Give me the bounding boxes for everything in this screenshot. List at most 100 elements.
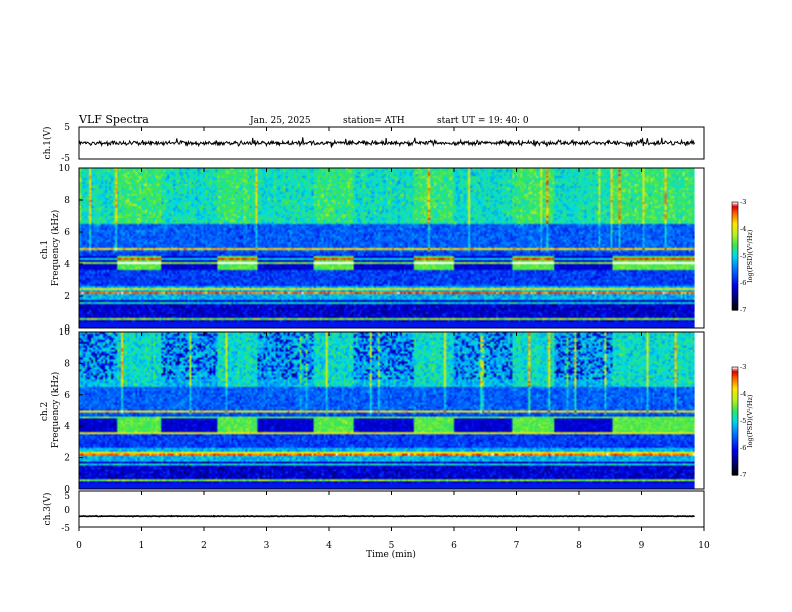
ch1-colorbar-swatch xyxy=(732,232,738,235)
ch1-spectrogram-panel: 0 2 4 6 8 10 ch.1 Frequency (kHz) xyxy=(40,164,705,334)
ch1-colorbar-swatch xyxy=(732,205,738,208)
spec1-ytick-8: 8 xyxy=(64,196,70,206)
ch1-colorbar-swatch xyxy=(732,236,738,239)
figure-title: VLF Spectra xyxy=(78,113,149,126)
ch1-colorbar-swatch xyxy=(732,230,738,234)
ch2-colorbar-swatch xyxy=(732,426,738,429)
ch2-colorbar-swatch xyxy=(732,419,738,422)
spec2-ytick-8: 8 xyxy=(64,359,70,369)
ch1-colorbar-swatch xyxy=(732,263,738,266)
ch1-colorbar-swatch xyxy=(732,277,738,280)
ch2-colorbar-swatch xyxy=(732,424,738,427)
ch1-colorbar-swatch xyxy=(732,257,738,261)
ch1-colorbar-swatch xyxy=(732,284,738,288)
ch1-colorbar-swatch xyxy=(732,234,738,237)
ch2-colorbar-swatch xyxy=(732,449,738,453)
ch1-colorbar-swatch xyxy=(732,225,738,228)
ch2-colorbar-swatch xyxy=(732,413,738,417)
spec1-ytick-6: 6 xyxy=(64,228,70,238)
ch1-ytick-top: 5 xyxy=(64,123,70,133)
ch2-colorbar-swatch xyxy=(732,466,738,469)
ch1-colorbar-swatch xyxy=(732,259,738,262)
ch3-ylabel: ch.3(V) xyxy=(42,493,53,526)
ch1-colorbar-swatch xyxy=(732,220,738,223)
ch2-colorbar-swatch xyxy=(732,403,738,406)
ch2-colorbar-swatch xyxy=(732,410,738,413)
ch1-colorbar-swatch xyxy=(732,212,738,216)
ch2-colorbar-swatch xyxy=(732,469,738,472)
spec1-ytick-4: 4 xyxy=(64,260,70,270)
ch1-colorbar-swatch xyxy=(732,288,738,291)
ch2-colorbar-tick--3: -3 xyxy=(740,363,746,371)
ch2-colorbar-tick--4: -4 xyxy=(740,390,746,398)
ch2-colorbar-swatch xyxy=(732,381,738,384)
ch1-colorbar-swatch xyxy=(732,293,738,297)
ch2-colorbar-swatch xyxy=(732,437,738,440)
ch1-colorbar-swatch xyxy=(732,243,738,246)
ch1-colorbar-swatch xyxy=(732,239,738,243)
ch2-colorbar-swatch xyxy=(732,406,738,409)
ch2-colorbar-swatch xyxy=(732,372,738,375)
ch3-waveform-line xyxy=(78,514,695,518)
ch2-colorbar-swatch xyxy=(732,440,738,444)
ch1-colorbar-swatch xyxy=(732,279,738,282)
ch2-colorbar-swatch xyxy=(732,439,738,442)
x-tick-label-3: 3 xyxy=(264,541,270,551)
ch2-colorbar-swatch xyxy=(732,417,738,420)
ch2-colorbar-swatch xyxy=(732,379,738,382)
ch2-colorbar-frame xyxy=(731,366,739,476)
ch1-colorbar-swatch xyxy=(732,302,738,306)
ch1-colorbar-swatch xyxy=(732,214,738,217)
ch2-colorbar-swatch xyxy=(732,435,738,438)
ch1-colorbar-swatch xyxy=(732,283,738,286)
spec2-ytick-10: 10 xyxy=(59,328,71,338)
x-tick-label-9: 9 xyxy=(639,541,645,551)
ch1-colorbar-swatch xyxy=(732,229,738,232)
ch2-colorbar-swatch xyxy=(732,448,738,451)
ch1-colorbar-swatch xyxy=(732,306,738,309)
ch1-colorbar-swatch xyxy=(732,295,738,298)
ch1-colorbar-swatch xyxy=(732,299,738,302)
ch1-colorbar-swatch xyxy=(732,268,738,271)
ch1-colorbar-label: log(PSD)(V²/Hz) xyxy=(746,229,754,282)
ch1-ytick-bottom: -5 xyxy=(61,154,70,164)
ch2-colorbar-swatch xyxy=(732,457,738,460)
ch2-colorbar-swatch xyxy=(732,442,738,445)
ch2-colorbar-swatch xyxy=(732,386,738,390)
ch1-colorbar-swatch xyxy=(732,272,738,275)
ch2-colorbar-swatch xyxy=(732,451,738,454)
ch2-colorbar-swatch xyxy=(732,462,738,465)
ch2-colorbar-swatch xyxy=(732,401,738,404)
ch2-colorbar-swatch xyxy=(732,460,738,463)
ch1-colorbar-tick--6: -6 xyxy=(740,279,746,287)
ch1-colorbar-swatch xyxy=(732,248,738,252)
spec2-ytick-2: 2 xyxy=(64,454,70,464)
ch2-spectrogram-image xyxy=(79,332,695,489)
ch1-colorbar-swatch xyxy=(732,256,738,259)
ch1-colorbar-swatch xyxy=(732,270,738,273)
x-tick-label-4: 4 xyxy=(326,541,332,551)
ch2-colorbar-swatch xyxy=(732,399,738,402)
ch1-colorbar-swatch xyxy=(732,254,738,257)
ch1-colorbar-swatch xyxy=(732,265,738,268)
ch2-colorbar-swatch xyxy=(732,430,738,433)
ch1-colorbar-swatch xyxy=(732,297,738,300)
spec2-ytick-0: 0 xyxy=(64,485,70,495)
x-axis-label: Time (min) xyxy=(366,549,416,560)
ch1-colorbar-swatch xyxy=(732,209,738,212)
x-tick-label-1: 1 xyxy=(139,541,145,551)
ch2-colorbar-swatch xyxy=(732,422,738,426)
ch1-colorbar-frame xyxy=(731,201,739,311)
ch1-spectrogram-image xyxy=(79,168,695,328)
ch2-colorbar: -3 -4 -5 -6 -7 log(PSD)(V²/Hz) xyxy=(731,363,754,479)
ch1-colorbar-swatch xyxy=(732,221,738,225)
ch1-colorbar-swatch xyxy=(732,216,738,219)
ch2-colorbar-swatch xyxy=(732,392,738,395)
ch1-colorbar-tick--3: -3 xyxy=(740,198,746,206)
ch1-colorbar-swatch xyxy=(732,266,738,270)
ch1-colorbar-swatch xyxy=(732,261,738,264)
ch2-colorbar-swatch xyxy=(732,377,738,381)
ch1-colorbar: -3 -4 -5 -6 -7 log(PSD)(V²/Hz) xyxy=(731,198,754,314)
ch1-colorbar-swatch xyxy=(732,252,738,255)
